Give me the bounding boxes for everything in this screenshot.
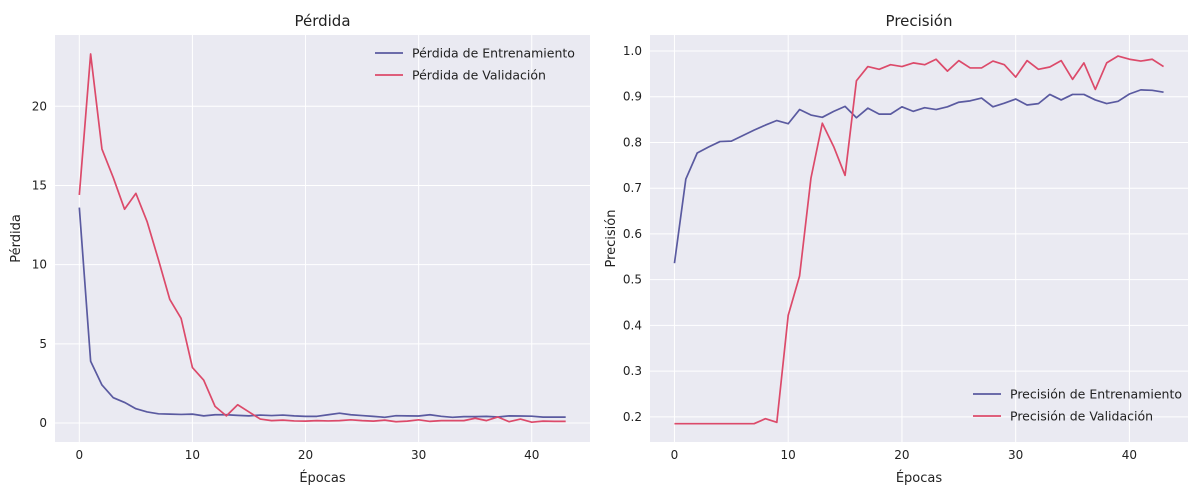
accuracy-y-tick-label: 0.8 [623, 135, 642, 149]
series-line-precision-de-entrenamiento [673, 89, 1164, 264]
accuracy-legend: Precisión de Entrenamiento Precisión de V… [973, 387, 1182, 424]
accuracy-x-tick-label: 30 [1008, 448, 1023, 462]
legend-label-precision-de-validacion: Precisión de Validación [1010, 409, 1153, 424]
accuracy-chart: 0 10 20 30 40 0.2 0.3 0.4 0.5 0.6 0.7 0.8 0.9 1.0 Pre… [604, 12, 1188, 486]
accuracy-lines [673, 55, 1165, 425]
series-line-precision-de-validacion [674, 55, 1165, 425]
accuracy-x-tick-label: 10 [781, 448, 796, 462]
accuracy-y-tick-label: 1.0 [623, 44, 642, 58]
loss-x-tick-label: 10 [185, 448, 200, 462]
loss-x-tick-label: 30 [411, 448, 426, 462]
accuracy-y-tick-label: 0.7 [623, 181, 642, 195]
legend-label-perdida-de-entrenamiento: Pérdida de Entrenamiento [412, 46, 575, 61]
accuracy-x-tick-label: 0 [671, 448, 679, 462]
accuracy-y-tick-label: 0.4 [623, 318, 642, 332]
loss-lines [78, 53, 566, 424]
accuracy-plot-area [650, 35, 1188, 442]
accuracy-y-tick-label: 0.6 [623, 227, 642, 241]
loss-y-axis-label: Pérdida [9, 214, 24, 263]
accuracy-x-axis-label: Épocas [896, 470, 943, 486]
series-line-perdida-de-entrenamiento [78, 207, 566, 419]
loss-x-tick-label: 0 [75, 448, 83, 462]
loss-y-tick-label: 0 [39, 416, 47, 430]
accuracy-ticks: 0 10 20 30 40 0.2 0.3 0.4 0.5 0.6 0.7 0.8 0.9 1.0 [623, 44, 1137, 462]
loss-plot-area [55, 35, 590, 442]
loss-x-axis-label: Épocas [299, 470, 346, 486]
loss-y-tick-label: 15 [32, 178, 47, 192]
accuracy-y-tick-label: 0.5 [623, 273, 642, 287]
accuracy-chart-title: Precisión [886, 12, 953, 30]
accuracy-y-tick-label: 0.9 [623, 90, 642, 104]
loss-x-tick-label: 40 [524, 448, 539, 462]
loss-ticks: 0 10 20 30 40 0 5 10 15 20 [32, 99, 540, 462]
accuracy-grid [650, 35, 1188, 442]
loss-y-tick-label: 5 [39, 337, 47, 351]
loss-x-tick-label: 20 [298, 448, 313, 462]
legend-label-precision-de-entrenamiento: Precisión de Entrenamiento [1010, 387, 1182, 402]
loss-y-tick-label: 10 [32, 258, 47, 272]
loss-y-tick-label: 20 [32, 99, 47, 113]
accuracy-y-axis-label: Precisión [604, 209, 619, 267]
accuracy-x-tick-label: 20 [894, 448, 909, 462]
series-line-perdida-de-validacion [78, 53, 566, 424]
loss-chart-title: Pérdida [294, 12, 350, 30]
loss-chart: 0 10 20 30 40 0 5 10 15 20 Pérdida Épocas Pérdida… [9, 12, 590, 486]
loss-legend: Pérdida de Entrenamiento Pérdida de Valid… [375, 46, 575, 83]
accuracy-y-tick-label: 0.2 [623, 410, 642, 424]
accuracy-y-tick-label: 0.3 [623, 364, 642, 378]
accuracy-x-tick-label: 40 [1122, 448, 1137, 462]
legend-label-perdida-de-validacion: Pérdida de Validación [412, 68, 546, 83]
loss-grid [55, 35, 590, 442]
